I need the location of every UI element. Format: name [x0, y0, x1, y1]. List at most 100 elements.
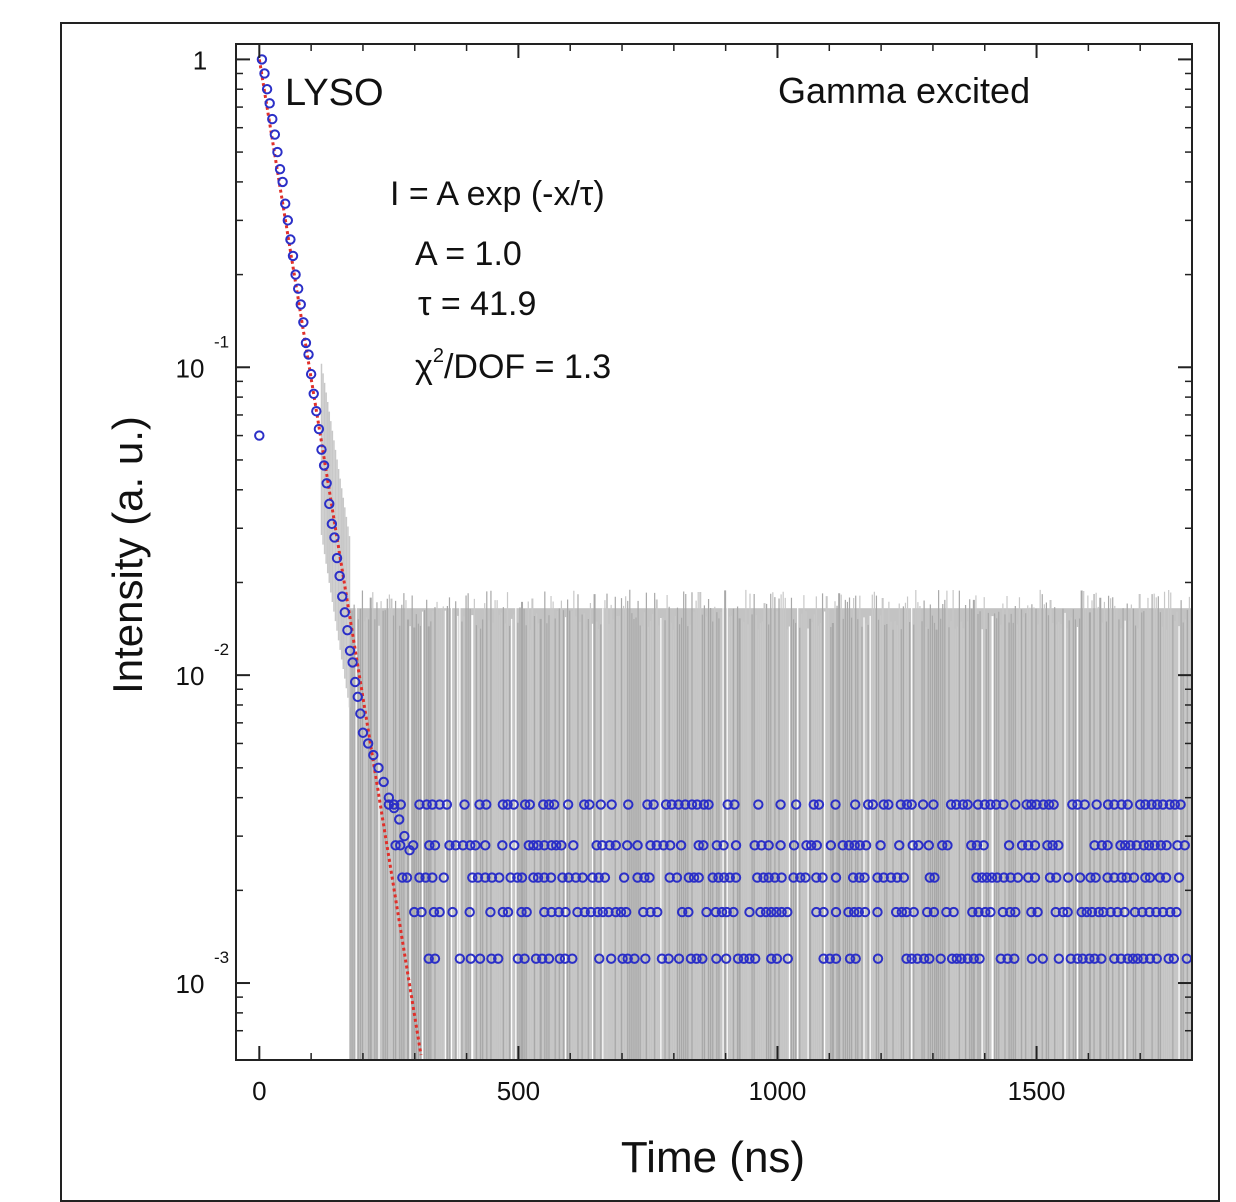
data-point: [1085, 872, 1096, 883]
data-point: [928, 799, 939, 810]
data-point: [991, 872, 1003, 883]
data-point: [516, 906, 527, 918]
data-point: [610, 840, 622, 851]
data-point: [981, 872, 993, 883]
data-point: [1127, 953, 1139, 964]
data-point: [666, 799, 677, 810]
data-point: [1084, 953, 1095, 964]
data-point: [860, 840, 872, 851]
y-tick-label: 1: [193, 45, 207, 75]
data-point: [272, 146, 283, 158]
data-point: [971, 872, 982, 883]
fit-amplitude: A = 1.0: [415, 235, 522, 273]
data-point: [1096, 840, 1108, 851]
data-point: [617, 953, 628, 964]
data-point: [844, 953, 856, 964]
fit-tau: τ = 41.9: [418, 285, 536, 323]
y-tick-exponent: -1: [214, 332, 229, 351]
data-point: [474, 799, 485, 810]
data-point: [326, 518, 338, 530]
data-point: [604, 840, 615, 851]
data-point: [524, 799, 535, 810]
data-point: [368, 749, 379, 761]
data-point: [1005, 872, 1016, 883]
data-point: [849, 840, 860, 851]
data-point: [308, 388, 319, 400]
data-point: [1044, 872, 1056, 883]
data-point: [753, 799, 764, 810]
data-point: [942, 840, 953, 851]
data-point: [563, 872, 574, 883]
sample-label: LYSO: [285, 72, 384, 114]
data-point: [424, 840, 435, 851]
data-point: [615, 906, 627, 918]
data-point: [847, 872, 859, 883]
data-point: [644, 872, 655, 883]
data-point: [545, 872, 557, 883]
data-point: [329, 532, 340, 543]
data-point: [894, 840, 905, 851]
data-point: [1090, 872, 1101, 883]
data-point: [817, 872, 828, 883]
data-point: [474, 953, 486, 964]
data-point: [1160, 872, 1172, 883]
data-point: [1038, 799, 1049, 810]
data-point: [763, 872, 774, 883]
data-point: [632, 872, 643, 883]
data-point: [825, 840, 837, 851]
data-point: [1026, 953, 1038, 964]
data-point: [519, 799, 531, 810]
data-point: [321, 478, 332, 489]
data-point: [713, 872, 724, 883]
data-point: [1109, 799, 1120, 810]
data-point: [1119, 840, 1131, 851]
y-tick-label: 10: [176, 661, 205, 691]
data-point: [1053, 840, 1064, 851]
data-point: [277, 176, 288, 188]
data-point: [878, 799, 889, 810]
data-point: [985, 906, 996, 918]
data-point: [318, 460, 330, 471]
data-point: [906, 953, 917, 964]
data-point: [716, 906, 728, 918]
data-point: [388, 799, 400, 810]
data-point: [1122, 799, 1133, 810]
data-point: [811, 840, 823, 851]
data-point: [875, 840, 886, 851]
data-point: [1134, 799, 1146, 810]
data-point: [579, 906, 590, 918]
data-point: [408, 840, 419, 851]
data-point: [623, 799, 634, 810]
data-point: [324, 498, 335, 510]
y-tick-exponent: -3: [214, 948, 229, 967]
data-point: [502, 906, 514, 918]
fit-chi-square: χ2/DOF = 1.3: [415, 345, 611, 386]
data-point: [1098, 906, 1109, 918]
data-point: [509, 840, 520, 851]
x-axis-label: Time (ns): [621, 1133, 805, 1182]
data-point: [691, 799, 703, 810]
data-point: [538, 799, 549, 810]
data-point: [1003, 840, 1015, 851]
data-point: [891, 872, 903, 883]
data-point: [1081, 906, 1093, 918]
data-point: [622, 953, 633, 964]
y-tick-label: 10: [176, 353, 205, 383]
data-point: [1125, 840, 1136, 851]
data-point: [997, 906, 1009, 918]
data-point: [683, 906, 694, 918]
data-point: [1057, 906, 1069, 918]
data-point: [554, 953, 566, 964]
data-point: [1053, 953, 1065, 964]
data-point: [595, 799, 606, 810]
data-point: [967, 906, 978, 918]
data-point: [1026, 799, 1037, 810]
data-point: [1157, 799, 1169, 810]
data-point: [1086, 906, 1098, 918]
data-point: [618, 872, 630, 883]
data-point: [738, 953, 749, 964]
data-point: [1004, 906, 1016, 918]
data-point: [497, 906, 509, 918]
data-point: [414, 872, 425, 883]
data-point: [749, 840, 760, 851]
